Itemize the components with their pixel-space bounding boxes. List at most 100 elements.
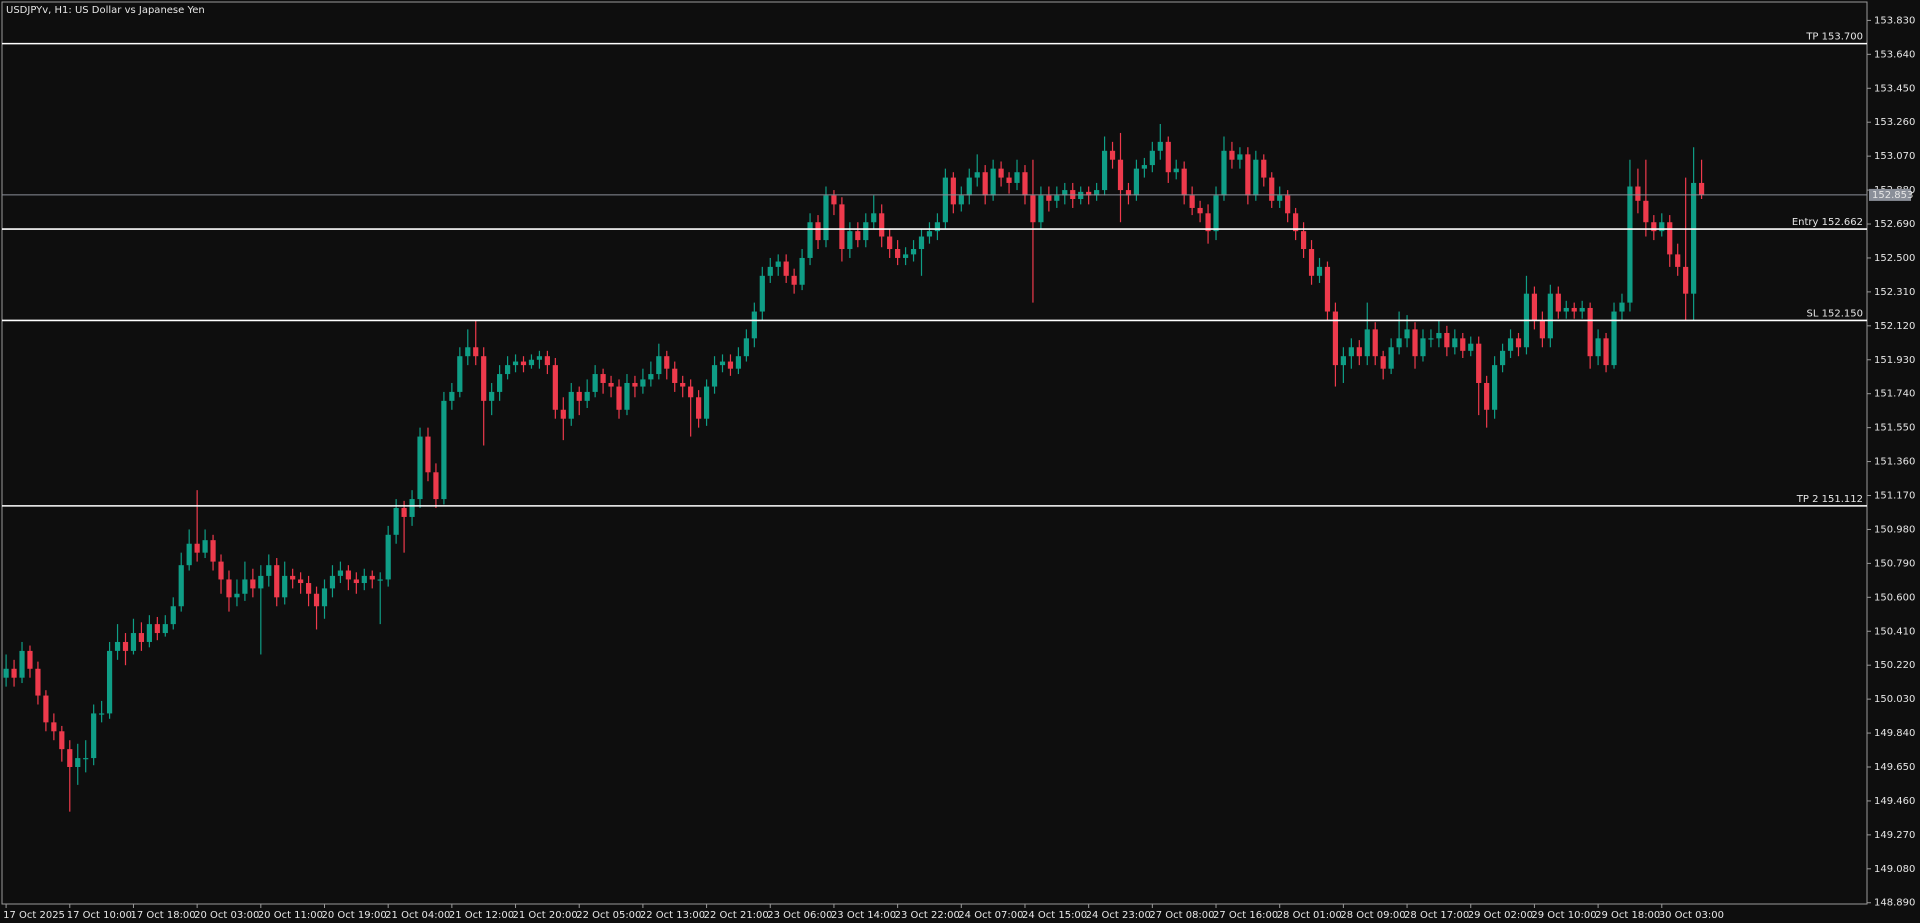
candle-body — [1659, 222, 1665, 232]
candle-body — [1006, 177, 1012, 183]
candle-body — [83, 758, 89, 760]
candle-body — [321, 588, 328, 607]
candle-body — [258, 575, 264, 589]
candle-body — [313, 593, 320, 607]
candle-body — [791, 275, 797, 285]
candle-body — [1507, 338, 1514, 351]
candle-body — [1261, 159, 1267, 178]
candle-body — [1332, 311, 1339, 366]
x-tick-label: 24 Oct 23:00 — [1086, 910, 1151, 921]
candle-body — [1460, 338, 1466, 351]
candle-body — [1213, 195, 1219, 232]
candle-body — [146, 624, 152, 642]
candle-body — [807, 222, 813, 258]
y-tick-label: 151.360 — [1874, 457, 1915, 468]
candle-body — [1109, 150, 1116, 160]
candle-body — [290, 575, 296, 580]
candle-body — [664, 356, 670, 369]
candle-body — [75, 758, 81, 768]
candle-body — [11, 668, 17, 678]
candle-body — [958, 195, 964, 205]
x-tick-label: 29 Oct 10:00 — [1531, 910, 1596, 921]
candle-body — [1476, 343, 1482, 383]
candle-body — [1038, 195, 1044, 223]
candle-body — [640, 379, 646, 387]
candle-body — [863, 222, 869, 241]
candle-body — [282, 575, 288, 598]
candle-body — [393, 508, 399, 535]
candle-body — [1539, 320, 1545, 339]
candle-body — [1372, 329, 1378, 357]
candle-body — [1149, 150, 1155, 166]
x-tick-label: 22 Oct 05:00 — [576, 910, 641, 921]
candle-body — [799, 257, 805, 285]
y-tick-label: 150.030 — [1874, 694, 1915, 705]
candle-body — [1364, 329, 1370, 357]
candle-body — [544, 356, 550, 366]
y-tick-label: 149.460 — [1874, 796, 1915, 807]
candle-body — [1515, 338, 1522, 348]
candle-body — [457, 356, 463, 392]
candle-body — [584, 391, 590, 401]
x-tick-label: 21 Oct 04:00 — [385, 910, 450, 921]
candle-body — [67, 749, 73, 768]
candle-body — [1635, 186, 1641, 201]
candle-body — [226, 579, 232, 598]
candle-body — [1643, 200, 1649, 223]
candle-body — [998, 168, 1004, 178]
candle-body — [138, 633, 145, 642]
x-tick-label: 21 Oct 20:00 — [513, 910, 578, 921]
candle-body — [481, 356, 487, 401]
candle-body — [719, 361, 726, 366]
candle-body — [735, 356, 742, 369]
candle-body — [504, 365, 511, 375]
x-tick-label: 28 Oct 17:00 — [1404, 910, 1469, 921]
candle-body — [950, 177, 956, 205]
candle-body — [592, 374, 598, 392]
candle-body — [815, 222, 821, 241]
level-label: TP 153.700 — [1805, 32, 1863, 43]
candle-body — [887, 236, 893, 250]
candle-body — [688, 386, 694, 398]
candle-body — [1101, 150, 1108, 191]
level-label: SL 152.150 — [1807, 308, 1863, 319]
candle-body — [305, 583, 312, 594]
candle-body — [1293, 213, 1299, 232]
candle-body — [1046, 195, 1052, 201]
candle-body — [1062, 190, 1068, 196]
candle-body — [43, 695, 49, 723]
candle-body — [1340, 356, 1346, 366]
y-tick-label: 150.980 — [1874, 524, 1915, 535]
candle-body — [847, 231, 853, 250]
candle-body — [552, 365, 558, 410]
candle-body — [1484, 382, 1490, 410]
candle-body — [1555, 293, 1561, 312]
candle-body — [1531, 293, 1538, 321]
candle-body — [1436, 332, 1442, 339]
candle-body — [409, 499, 415, 517]
candle-body — [433, 472, 439, 500]
candle-body — [1611, 311, 1617, 366]
candle-body — [624, 382, 630, 410]
candle-body — [855, 231, 861, 241]
last-price-box — [1869, 188, 1911, 201]
plot-area — [1, 1, 1868, 905]
level-label: TP 2 151.112 — [1796, 494, 1863, 505]
level-label: Entry 152.662 — [1792, 217, 1863, 228]
candle-body — [918, 236, 925, 250]
x-tick-label: 17 Oct 10:00 — [67, 910, 132, 921]
y-tick-label: 153.450 — [1874, 83, 1915, 94]
candle-body — [1380, 356, 1386, 369]
candle-body — [608, 382, 614, 387]
candle-body — [520, 361, 527, 366]
candle-body — [1396, 338, 1402, 348]
y-tick-label: 153.640 — [1874, 49, 1915, 60]
candle-body — [1428, 338, 1434, 340]
candle-body — [1205, 213, 1211, 232]
x-tick-label: 29 Oct 02:00 — [1468, 910, 1533, 921]
y-tick-label: 152.500 — [1874, 253, 1915, 264]
candle-body — [966, 177, 972, 196]
y-tick-label: 153.070 — [1874, 151, 1915, 162]
